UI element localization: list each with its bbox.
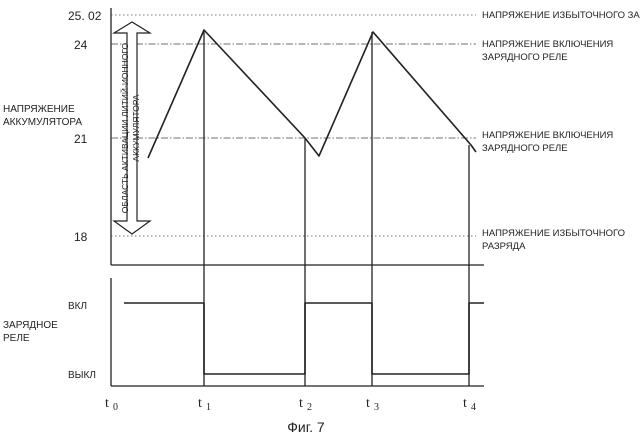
svg-text:t: t: [463, 396, 467, 411]
relay-axis-label-2: РЕЛЕ: [3, 333, 30, 344]
time-label-t2: t 2: [299, 396, 312, 413]
tick-21: 21: [74, 132, 88, 146]
battery-voltage-curve: [148, 30, 476, 158]
voltage-axis-label-1: НАПРЯЖЕНИЕ: [3, 104, 75, 115]
activation-region-label-1: ОБЛАСТЬ АКТИВАЦИИ ЛИТИЙ-ИОННОГО: [119, 42, 130, 213]
voltage-axis-label-2: АККУМУЛЯТОРА: [3, 117, 82, 128]
time-label-t4: t 4: [463, 396, 476, 413]
note-relay-on-upper-2: ЗАРЯДНОГО РЕЛЕ: [482, 52, 568, 63]
relay-off-label: ВЫКЛ: [68, 370, 96, 381]
tick-25-02: 25. 02: [68, 9, 102, 23]
svg-text:t: t: [105, 396, 109, 411]
svg-text:2: 2: [307, 402, 312, 413]
svg-text:t: t: [366, 396, 370, 411]
note-overdischarge-2: РАЗРЯДА: [482, 241, 526, 252]
svg-text:4: 4: [471, 402, 476, 413]
time-label-t0: t 0: [105, 396, 118, 413]
svg-text:0: 0: [113, 402, 118, 413]
svg-text:1: 1: [206, 402, 211, 413]
svg-text:3: 3: [374, 402, 379, 413]
tick-18: 18: [74, 230, 88, 244]
time-label-t3: t 3: [366, 396, 379, 413]
figure-caption: Фиг. 7: [287, 419, 325, 435]
svg-text:t: t: [198, 396, 202, 411]
tick-24: 24: [74, 38, 88, 52]
svg-text:t: t: [299, 396, 303, 411]
relay-on-label: ВКЛ: [68, 301, 87, 312]
time-label-t1: t 1: [198, 396, 211, 413]
note-overcharge: НАПРЯЖЕНИЕ ИЗБЫТОЧНОГО ЗАРЯДА: [482, 10, 640, 21]
relay-axis-label-1: ЗАРЯДНОЕ: [3, 320, 58, 331]
activation-region-label-2: АККУМУЛЯТОРА: [131, 94, 141, 162]
relay-state-curve: [124, 303, 484, 374]
note-overdischarge-1: НАПРЯЖЕНИЕ ИЗБЫТОЧНОГО: [482, 228, 625, 239]
note-relay-on-lower-1: НАПРЯЖЕНИЕ ВКЛЮЧЕНИЯ: [482, 130, 613, 141]
note-relay-on-upper-1: НАПРЯЖЕНИЕ ВКЛЮЧЕНИЯ: [482, 39, 613, 50]
note-relay-on-lower-2: ЗАРЯДНОГО РЕЛЕ: [482, 143, 568, 154]
